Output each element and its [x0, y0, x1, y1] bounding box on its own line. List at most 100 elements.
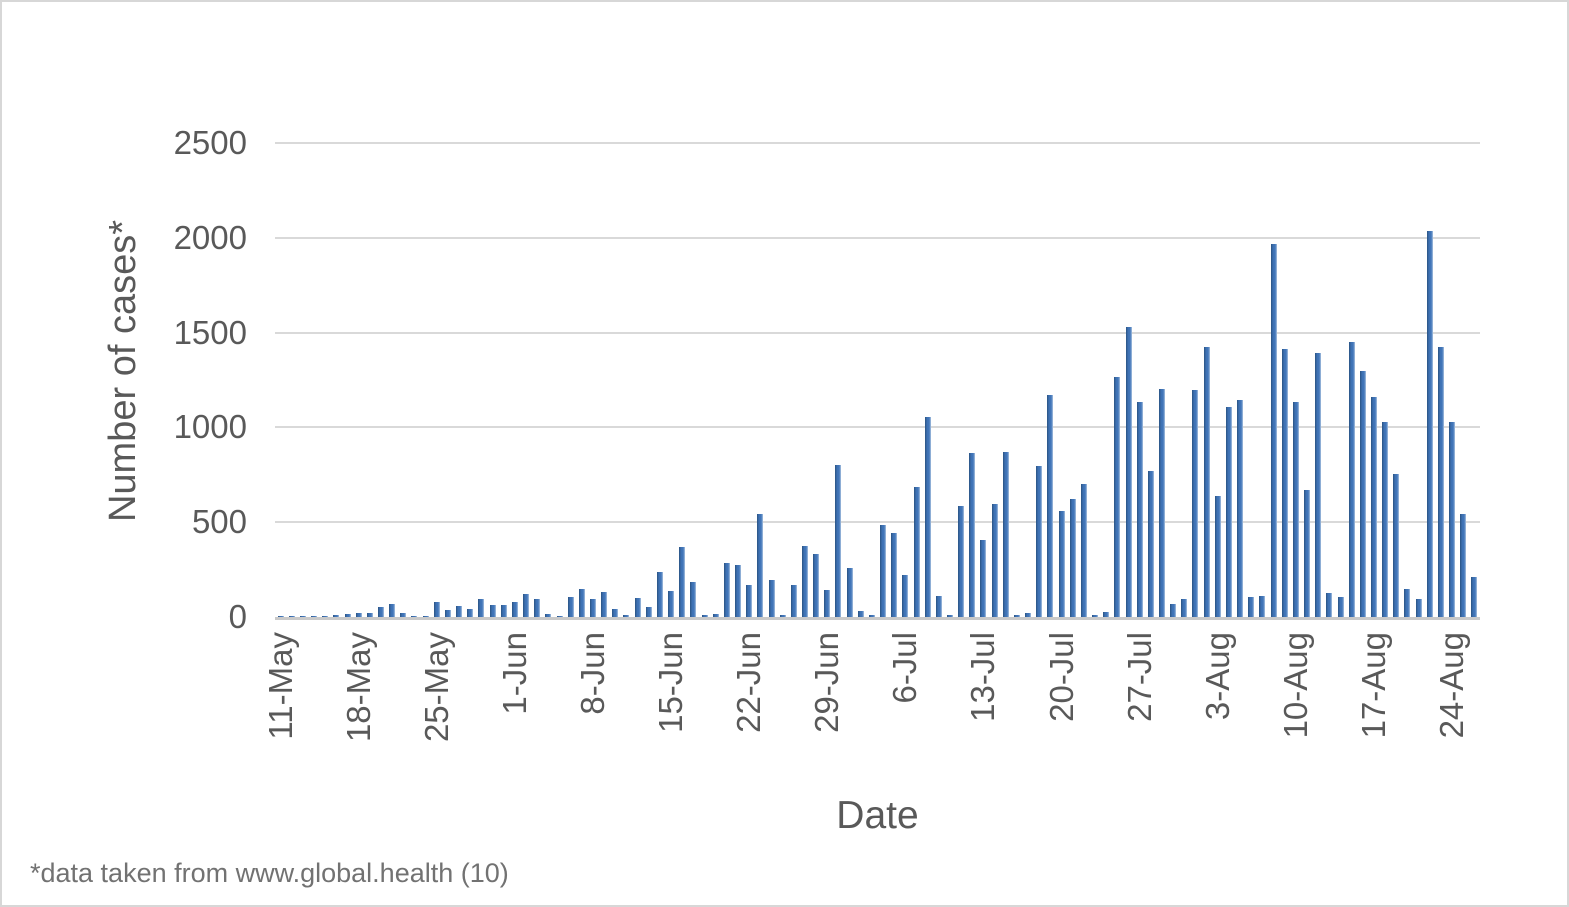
bar [1025, 613, 1032, 617]
gridline [275, 331, 1480, 334]
bar [969, 452, 976, 617]
bar [1348, 341, 1355, 617]
bar [824, 589, 831, 617]
bar [589, 598, 596, 617]
bar [902, 574, 909, 617]
bar [1170, 603, 1177, 617]
x-tick-label: 3-Aug [1198, 632, 1236, 721]
bar [534, 598, 541, 617]
bar [656, 572, 663, 617]
x-tick-label: 6-Jul [886, 632, 924, 704]
bar [1080, 483, 1087, 617]
bar [322, 615, 329, 617]
bar [1147, 471, 1154, 617]
bar [444, 610, 451, 617]
y-tick-label: 0 [228, 598, 247, 635]
bar [366, 612, 373, 617]
bar [1125, 326, 1132, 617]
bar [1192, 390, 1199, 617]
bar [567, 597, 574, 617]
bar [288, 615, 295, 617]
bar [1069, 499, 1076, 617]
bar [1326, 592, 1333, 617]
bar [411, 615, 418, 617]
bar [1002, 452, 1009, 617]
y-tick-label: 1500 [173, 313, 247, 351]
bar [1304, 489, 1311, 617]
y-tick-label: 2500 [173, 124, 247, 161]
bar [277, 615, 284, 617]
footnote: *data taken from www.global.health (10) [30, 858, 509, 888]
x-tick-label: 20-Jul [1042, 632, 1080, 722]
y-tick-label: 2000 [173, 218, 247, 256]
bar [299, 615, 306, 617]
bar [556, 615, 563, 617]
bar [355, 612, 362, 617]
bar [868, 614, 875, 617]
x-tick-label: 10-Aug [1276, 632, 1314, 739]
bar [1159, 389, 1165, 617]
y-tick-label: 500 [191, 503, 247, 541]
bar [746, 585, 753, 617]
bar [456, 606, 463, 617]
bar [1136, 401, 1143, 617]
bar [645, 607, 652, 617]
bar [835, 465, 842, 617]
bar [489, 605, 496, 617]
bar [1103, 612, 1110, 617]
bar [1058, 511, 1065, 617]
bar [1092, 615, 1099, 617]
y-tick-label: 1000 [173, 408, 247, 446]
bar [880, 524, 887, 617]
bar [1382, 422, 1389, 617]
bar [668, 591, 675, 617]
bar [1203, 347, 1210, 617]
bar [634, 598, 641, 617]
bar [400, 613, 407, 617]
bar [623, 615, 630, 617]
bar [991, 503, 998, 617]
x-axis-title: Date [836, 794, 919, 837]
x-tick-label: 8-Jun [573, 632, 611, 715]
bar [801, 545, 808, 617]
bar [500, 605, 507, 617]
bar [891, 533, 898, 617]
bar [389, 604, 396, 617]
bar [1214, 496, 1221, 617]
x-tick-label: 17-Aug [1355, 632, 1392, 739]
x-tick-label: 13-Jul [964, 632, 1002, 722]
bar [1371, 396, 1377, 617]
bar [958, 506, 965, 617]
x-tick-label: 18-May [339, 632, 377, 743]
bar [1437, 347, 1444, 617]
bar [612, 608, 619, 617]
bar [333, 615, 340, 617]
x-tick-label: 15-Jun [652, 632, 690, 733]
bar [377, 607, 384, 617]
x-tick-label: 1-Jun [495, 632, 533, 715]
bar [846, 567, 853, 617]
gridline [275, 236, 1480, 239]
bar [1036, 465, 1043, 617]
bar [735, 565, 742, 617]
bar [757, 513, 764, 617]
bar [1404, 588, 1411, 617]
bar [1292, 402, 1299, 617]
bar [1337, 596, 1344, 617]
bar [1449, 422, 1456, 617]
bar [913, 486, 920, 617]
bar [690, 582, 697, 617]
bar [813, 553, 820, 617]
bar [980, 540, 987, 617]
bar [712, 614, 719, 617]
x-tick-label: 29-Jun [808, 632, 846, 733]
y-axis-title: Number of cases* [102, 220, 144, 523]
bar [723, 563, 730, 617]
bar [422, 615, 429, 617]
x-tick-label: 22-Jun [730, 632, 768, 733]
bar [947, 615, 954, 617]
bar [1114, 377, 1121, 617]
bar [523, 593, 530, 617]
bar [1281, 349, 1288, 617]
bar [1047, 394, 1054, 617]
